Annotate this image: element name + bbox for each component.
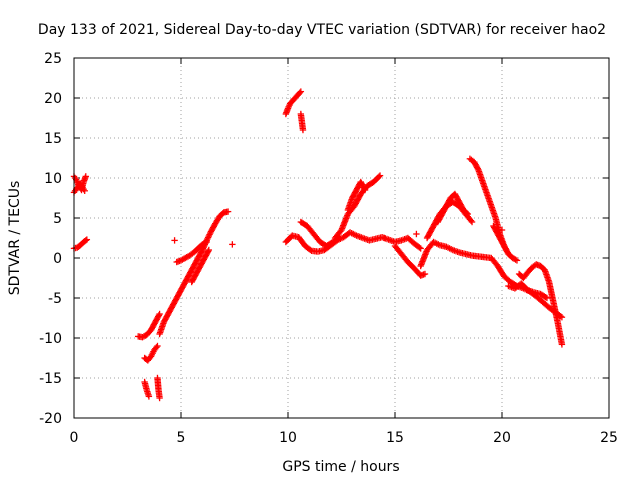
data-point: [207, 229, 214, 237]
y-tick-label: 0: [53, 251, 62, 267]
data-point: [462, 210, 469, 218]
data-point: [512, 256, 519, 263]
data-point: [307, 246, 314, 254]
y-tick-label: -10: [39, 331, 62, 347]
data-point: [205, 232, 213, 240]
data-point: [83, 236, 91, 243]
data-point: [361, 186, 369, 194]
plot-frame: [73, 57, 610, 419]
data-point: [543, 294, 551, 302]
y-tick-label: 15: [44, 131, 62, 147]
data-point: [503, 246, 510, 254]
data-point: [205, 246, 213, 254]
data-point: [467, 217, 475, 224]
data-point: [558, 341, 566, 348]
data-point: [82, 237, 89, 244]
data-point: [542, 294, 549, 301]
data-point: [361, 185, 368, 192]
data-point: [153, 344, 160, 351]
data-points: [70, 88, 566, 402]
data-point: [381, 234, 388, 242]
data-point: [204, 235, 211, 243]
data-point: [156, 394, 163, 402]
y-tick-label: -5: [48, 291, 62, 307]
data-point: [416, 244, 423, 251]
y-tick-label: 20: [44, 91, 62, 107]
data-point: [417, 245, 424, 252]
data-point: [468, 218, 476, 226]
y-tick-label: -15: [39, 371, 62, 387]
y-tick-label: -20: [39, 411, 62, 427]
data-point: [296, 89, 303, 96]
x-tick-label: 10: [279, 430, 297, 446]
data-point: [375, 173, 383, 180]
x-tick-label: 25: [600, 430, 618, 446]
data-point: [421, 270, 429, 278]
data-point: [299, 126, 307, 134]
data-point: [204, 234, 212, 241]
data-point: [154, 342, 161, 350]
y-axis-label: SDTVAR / TECUs: [7, 181, 23, 296]
y-axis-ticks: -20 -15 -10 -5 0 5 10 15 20 25: [39, 51, 609, 427]
x-tick-label: 15: [386, 430, 404, 446]
data-point: [502, 245, 509, 252]
data-point: [204, 248, 212, 255]
data-point: [156, 310, 163, 318]
x-axis-label: GPS time / hours: [282, 459, 399, 475]
y-tick-label: 5: [53, 211, 62, 227]
data-point: [513, 257, 521, 264]
data-point: [498, 226, 506, 234]
data-point: [82, 173, 89, 180]
y-tick-label: 10: [44, 171, 62, 187]
data-point: [229, 241, 236, 248]
data-point: [81, 187, 88, 194]
data-point: [413, 230, 420, 238]
data-point: [206, 231, 213, 238]
x-axis-ticks: 0 5 10 15 20 25: [70, 58, 618, 446]
x-tick-label: 20: [493, 430, 511, 446]
data-point: [474, 165, 481, 172]
data-point: [203, 238, 210, 246]
y-tick-label: 25: [44, 51, 62, 67]
data-point: [171, 237, 178, 244]
data-point: [297, 88, 305, 95]
data-point: [155, 312, 163, 319]
data-point: [145, 393, 153, 400]
x-tick-label: 5: [177, 430, 186, 446]
data-point: [202, 239, 209, 246]
data-point: [224, 208, 232, 215]
chart-title: Day 133 of 2021, Sidereal Day-to-day VTE…: [38, 22, 606, 38]
data-point: [376, 172, 384, 179]
x-tick-label: 0: [70, 430, 79, 446]
data-point: [463, 209, 470, 217]
